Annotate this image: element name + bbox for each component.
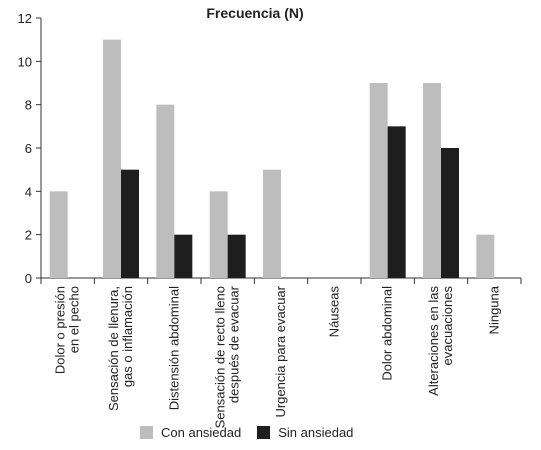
x-category-label: gas o inflamación (120, 286, 135, 387)
x-category-label: evacuaciones (440, 286, 455, 366)
x-category-label: Dolor o presión (53, 286, 68, 374)
x-category-label: Dolor abdominal (380, 286, 395, 381)
y-tick-label: 8 (25, 98, 32, 113)
bar-con-ansiedad (49, 191, 68, 278)
x-category-label: Ninguna (486, 285, 501, 334)
y-tick-label: 6 (25, 141, 32, 156)
bar-con-ansiedad (263, 169, 281, 278)
x-category-label: Náuseas (326, 286, 341, 338)
bar-con-ansiedad (476, 234, 495, 278)
plot-area: 0 2 4 6 8 10 12 Dolor o presión en el pecho Sensa… (18, 11, 522, 428)
bar-sin-ansiedad (121, 169, 139, 278)
x-category-label: Alteraciones en las (426, 286, 441, 396)
y-tick-label: 2 (25, 228, 32, 243)
bar-sin-ansiedad (441, 148, 459, 278)
chart-title: Frecuencia (N) (206, 5, 303, 21)
x-category-label: Sensación de llenura, (106, 286, 121, 411)
legend-label-sin-ansiedad: Sin ansiedad (278, 425, 354, 440)
bar-con-ansiedad (369, 83, 388, 278)
bar-sin-ansiedad (174, 234, 193, 278)
x-category-label: después de evacuar (227, 285, 242, 403)
bar-con-ansiedad (209, 191, 228, 278)
bar-sin-ansiedad (387, 126, 406, 278)
bar-sin-ansiedad (227, 234, 246, 278)
bar-con-ansiedad (103, 39, 121, 278)
y-tick-label: 4 (25, 184, 32, 199)
bar-con-ansiedad (156, 104, 175, 279)
bar-con-ansiedad (423, 83, 441, 278)
legend-swatch-con-ansiedad (140, 426, 153, 439)
legend-swatch-sin-ansiedad (257, 426, 271, 439)
legend-item-sin-ansiedad: Sin ansiedad (257, 425, 353, 440)
y-tick-label: 10 (18, 54, 32, 69)
legend-item-con-ansiedad: Con ansiedad (140, 425, 241, 440)
x-category-label: Distensión abdominal (166, 286, 181, 410)
x-category-label: Urgencia para evacuar (273, 285, 288, 417)
legend-label-con-ansiedad: Con ansiedad (161, 425, 242, 440)
y-tick-label: 12 (18, 11, 32, 26)
x-category-label: en el pecho (67, 286, 82, 353)
x-category-label: Sensación de recto lleno (213, 286, 228, 428)
legend: Con ansiedad Sin ansiedad (140, 425, 369, 440)
y-tick-label: 0 (25, 271, 32, 286)
